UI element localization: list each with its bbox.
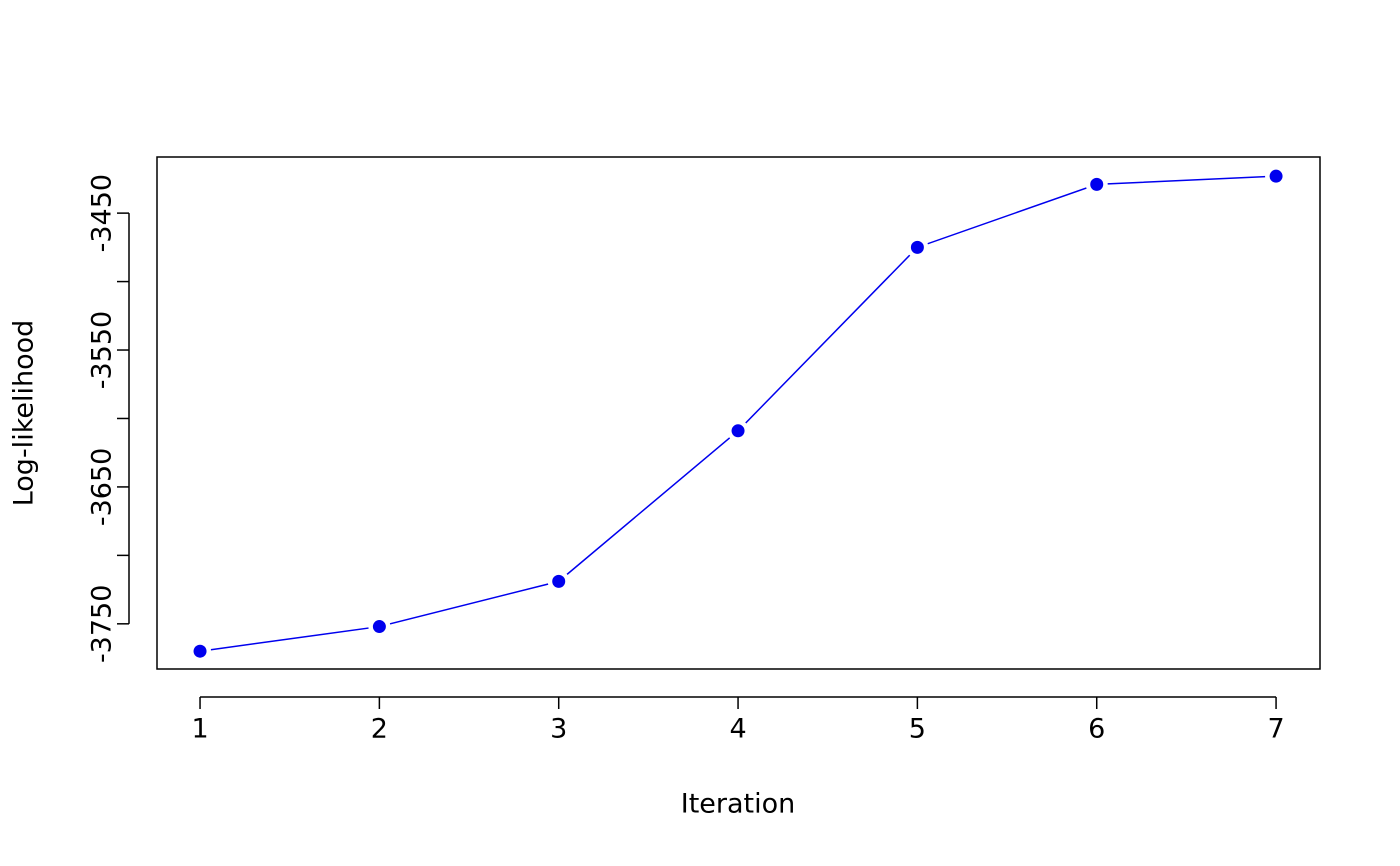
x-axis-title: Iteration (681, 789, 796, 820)
x-tick-label: 2 (371, 714, 388, 745)
x-tick-label: 1 (191, 714, 208, 745)
data-point (906, 236, 929, 259)
data-point (727, 419, 750, 442)
data-point (547, 570, 570, 593)
plot-frame (156, 156, 1321, 670)
x-tick-label: 3 (550, 714, 567, 745)
data-point (1085, 173, 1108, 196)
y-tick-label: -3450 (87, 174, 118, 252)
x-tick-label: 7 (1267, 714, 1284, 745)
y-tick-label: -3750 (87, 585, 118, 663)
y-axis-title: Log-likelihood (9, 320, 40, 507)
data-point (1265, 165, 1288, 188)
x-tick-label: 6 (1088, 714, 1105, 745)
x-tick-label: 4 (729, 714, 746, 745)
data-point (368, 615, 391, 638)
series-line (199, 175, 1277, 652)
y-tick-label: -3550 (87, 311, 118, 389)
x-tick-label: 5 (909, 714, 926, 745)
data-point (189, 640, 212, 663)
y-tick-label: -3650 (87, 448, 118, 526)
